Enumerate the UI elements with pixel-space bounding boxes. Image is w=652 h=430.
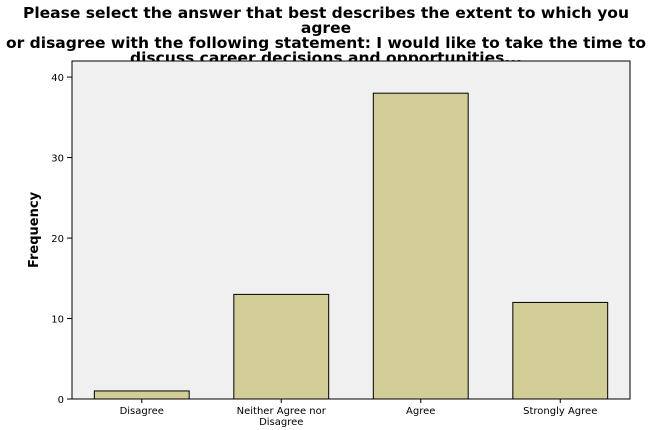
bar-0 — [93, 390, 190, 400]
bar-3 — [512, 301, 609, 400]
y-tick-label-0: 0 — [58, 395, 64, 406]
y-tick-label-3: 30 — [51, 154, 64, 165]
y-axis: 0 10 20 30 40 — [51, 73, 72, 406]
x-tick-label-1: Neither Agree nor Disagree — [237, 406, 327, 428]
x-axis: Disagree Neither Agree nor Disagree Agree St… — [120, 399, 597, 428]
y-tick-label-2: 20 — [51, 234, 64, 245]
x-tick-label-2: Agree — [406, 406, 435, 417]
x-tick-label-3: Strongly Agree — [523, 406, 597, 417]
chart-title: Please select the answer that best descr… — [5, 4, 647, 67]
y-axis-title: Frequency — [27, 191, 42, 268]
y-tick-label-4: 40 — [51, 73, 64, 84]
y-tick-label-1: 10 — [51, 315, 64, 326]
bar-2 — [372, 92, 469, 400]
x-tick-label-0: Disagree — [120, 406, 164, 417]
bars — [93, 92, 609, 400]
bar-1 — [233, 293, 330, 400]
